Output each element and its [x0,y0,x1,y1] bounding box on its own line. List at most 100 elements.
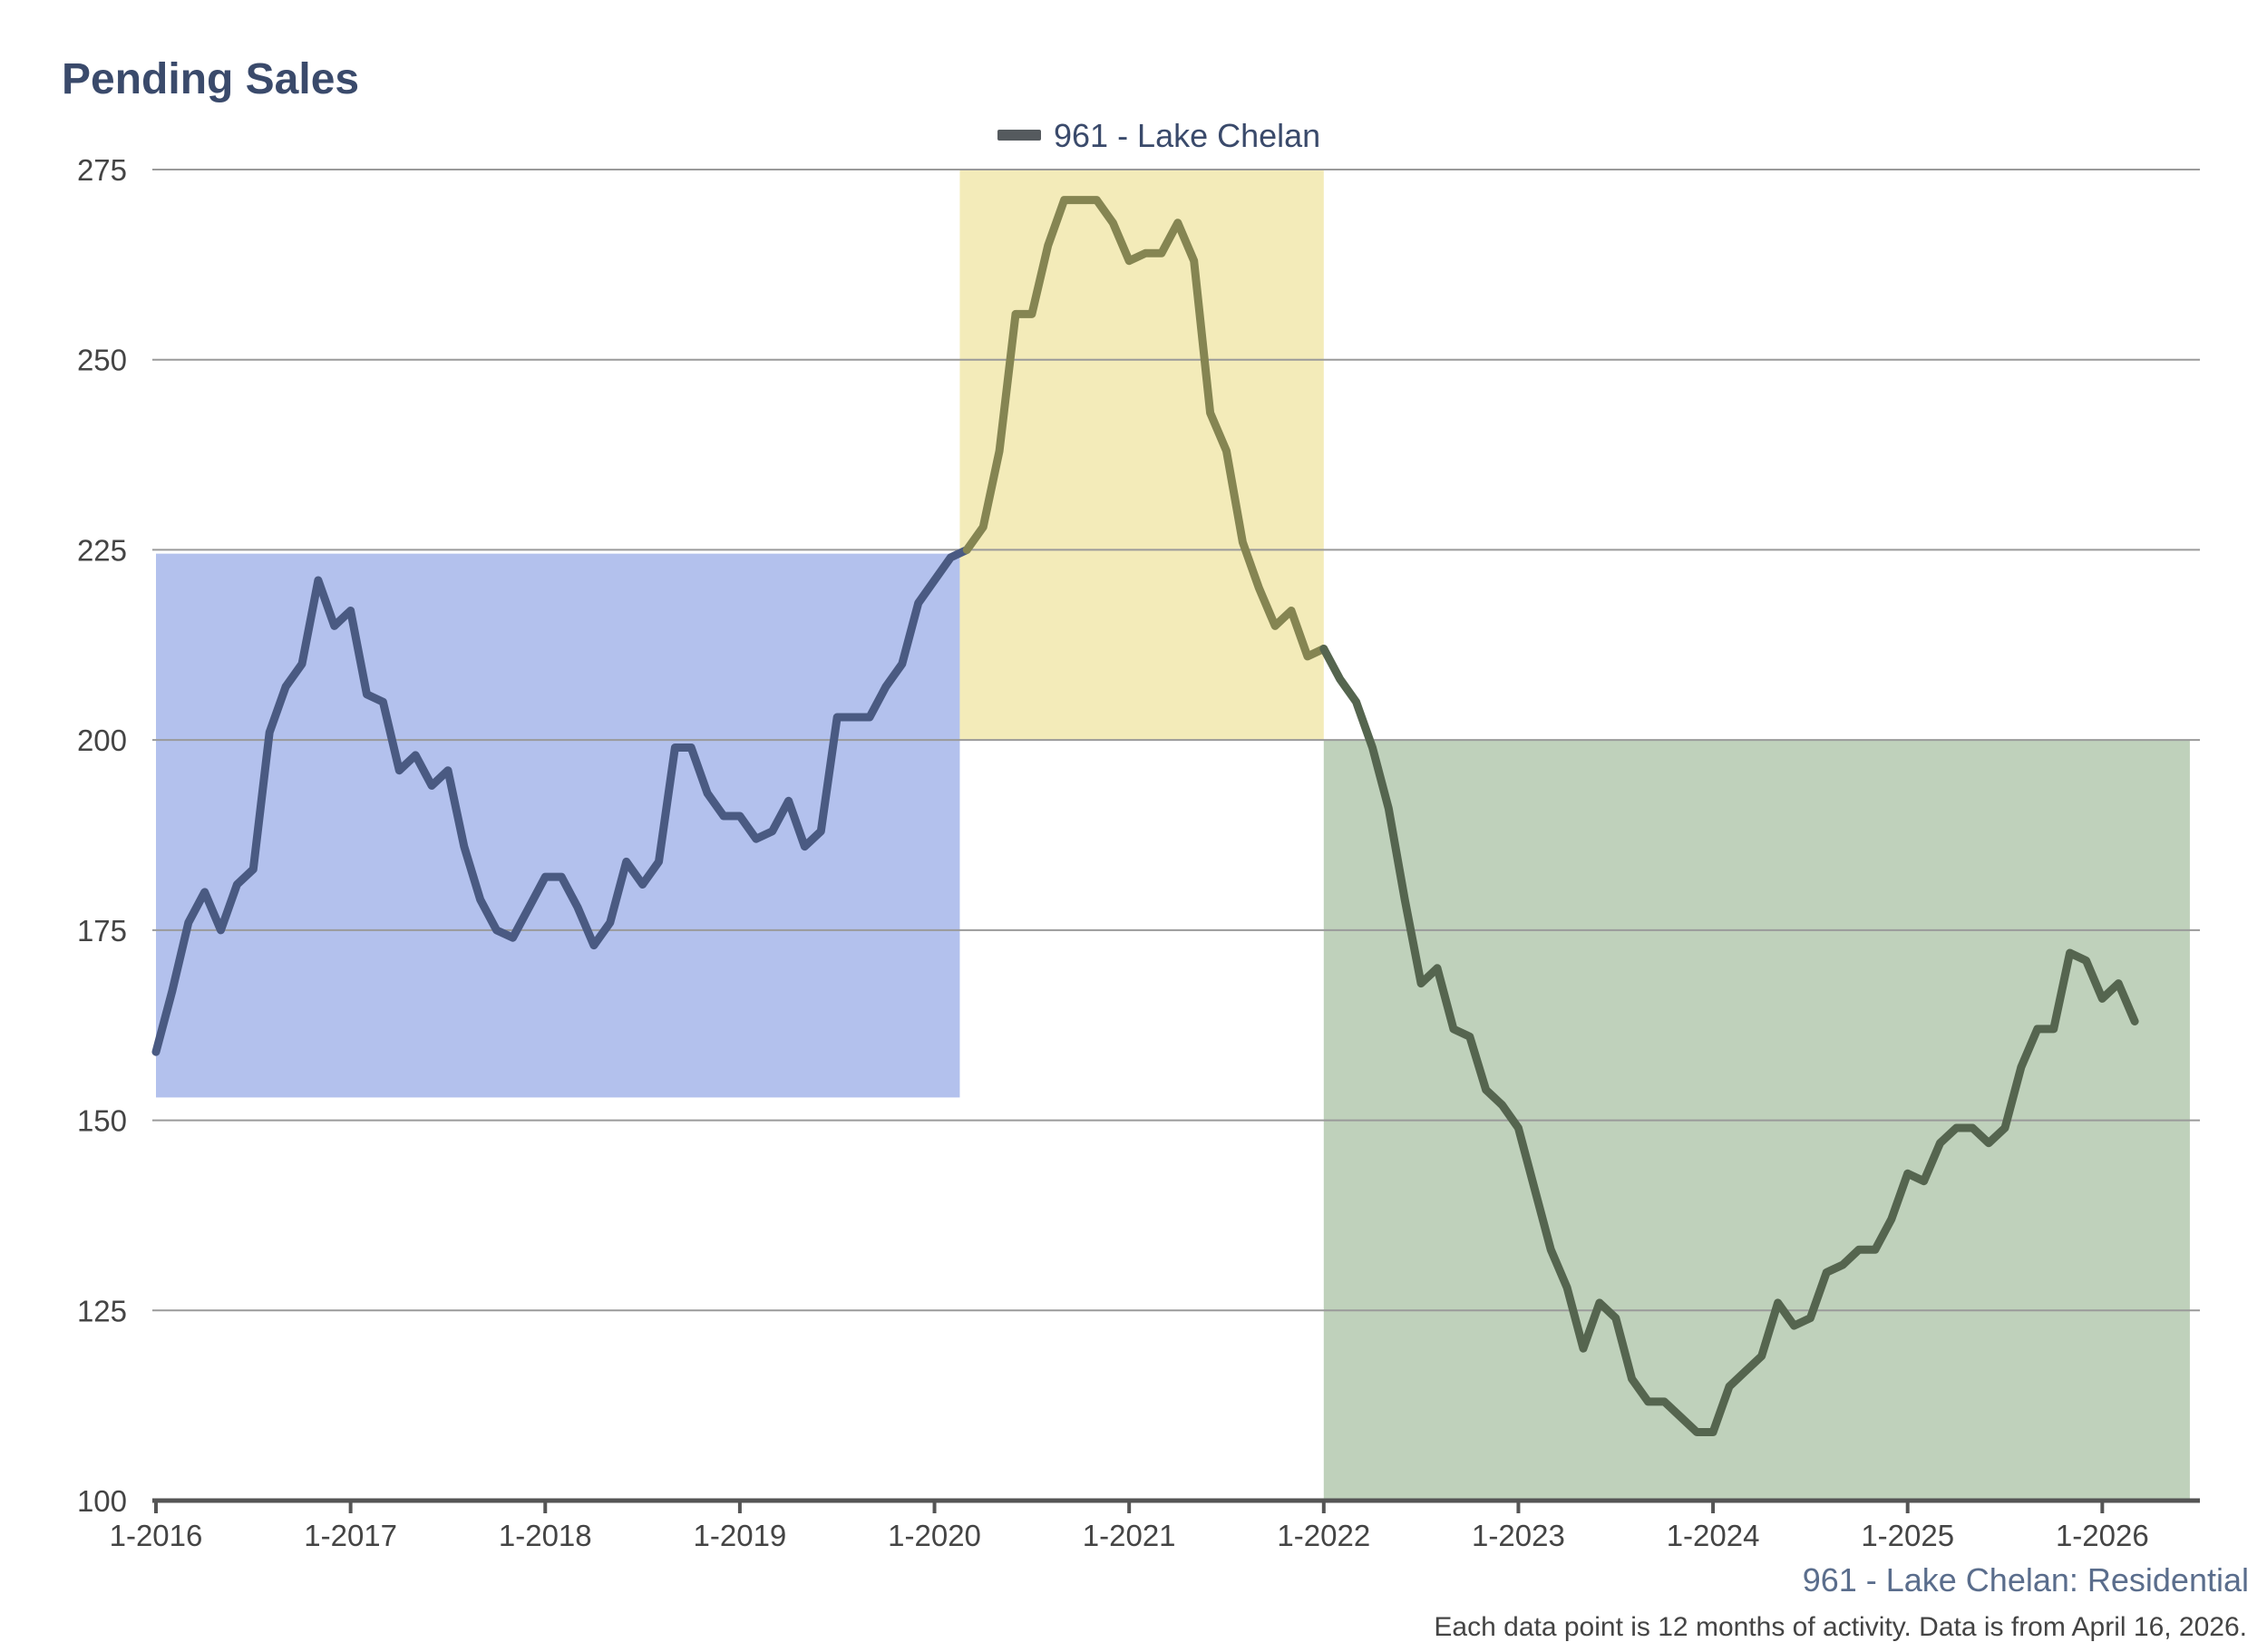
data-point[interactable] [1562,1283,1571,1292]
data-point[interactable] [914,598,923,607]
data-point[interactable] [1644,1397,1653,1406]
data-point[interactable] [1336,675,1345,684]
data-point[interactable] [411,751,420,760]
data-point[interactable] [1920,1177,1929,1186]
data-point[interactable] [1011,309,1020,318]
data-point[interactable] [557,872,566,881]
data-point[interactable] [1595,1298,1604,1307]
data-point[interactable] [995,446,1004,455]
data-point[interactable] [1400,895,1409,904]
data-point[interactable] [589,941,598,950]
data-point[interactable] [281,682,290,691]
data-point[interactable] [1676,1413,1685,1422]
data-point[interactable] [1611,1314,1620,1323]
data-point[interactable] [1319,645,1328,654]
data-point[interactable] [2033,1025,2042,1034]
data-point[interactable] [1482,1085,1491,1094]
data-point[interactable] [1433,964,1442,973]
data-point[interactable] [2082,956,2091,965]
data-point[interactable] [509,933,518,942]
data-point[interactable] [1887,1215,1896,1224]
data-point[interactable] [768,827,777,836]
data-point[interactable] [1692,1428,1701,1437]
data-point[interactable] [346,607,355,616]
data-point[interactable] [1790,1321,1799,1330]
data-point[interactable] [606,918,615,928]
data-point[interactable] [1060,196,1069,205]
data-point[interactable] [2000,1123,2009,1132]
data-point[interactable] [703,789,712,798]
data-point[interactable] [492,926,501,935]
data-point[interactable] [752,834,761,843]
data-point[interactable] [460,842,469,851]
data-point[interactable] [2017,1063,2026,1072]
data-point[interactable] [881,682,890,691]
data-point[interactable] [1903,1169,1912,1178]
data-point[interactable] [168,986,177,996]
data-point[interactable] [1822,1268,1831,1277]
data-point[interactable] [248,865,258,874]
data-point[interactable] [816,827,825,836]
data-point[interactable] [394,766,404,775]
data-point[interactable] [1076,196,1085,205]
data-point[interactable] [1984,1139,1993,1148]
data-point[interactable] [1287,607,1296,616]
data-point[interactable] [800,842,809,851]
data-point[interactable] [1530,1184,1539,1193]
data-point[interactable] [1270,621,1279,630]
data-point[interactable] [1449,1025,1458,1034]
data-point[interactable] [670,743,679,753]
data-point[interactable] [1659,1397,1669,1406]
data-point[interactable] [524,903,533,912]
data-point[interactable] [232,880,241,889]
data-point[interactable] [443,766,452,775]
data-point[interactable] [849,713,858,722]
data-point[interactable] [573,903,582,912]
data-point[interactable] [946,553,955,562]
data-point[interactable] [1416,979,1425,988]
data-point[interactable] [1027,309,1036,318]
data-point[interactable] [1384,804,1393,813]
data-point[interactable] [1871,1245,1880,1254]
data-point[interactable] [1741,1366,1750,1375]
data-point[interactable] [1368,743,1377,753]
data-point[interactable] [978,522,988,531]
data-point[interactable] [330,621,339,630]
data-point[interactable] [1838,1260,1847,1269]
legend[interactable]: 961 - Lake Chelan [997,117,1320,154]
data-point[interactable] [1725,1382,1734,1391]
data-point[interactable] [1951,1123,1961,1132]
data-point[interactable] [2114,979,2123,988]
data-point[interactable] [184,918,193,928]
data-point[interactable] [1044,241,1053,250]
data-point[interactable] [200,888,209,897]
data-point[interactable] [1774,1298,1783,1307]
data-point[interactable] [1108,219,1117,228]
data-point[interactable] [265,728,274,737]
data-point[interactable] [898,659,907,668]
data-point[interactable] [314,576,323,585]
data-point[interactable] [2130,1017,2139,1026]
data-point[interactable] [1708,1428,1717,1437]
data-point[interactable] [719,811,728,821]
data-point[interactable] [1303,652,1312,661]
data-point[interactable] [1513,1123,1523,1132]
data-point[interactable] [378,697,387,706]
data-point[interactable] [297,659,306,668]
data-point[interactable] [735,811,744,821]
data-point[interactable] [962,545,971,554]
data-point[interactable] [1498,1101,1507,1110]
data-point[interactable] [1579,1344,1588,1353]
data-point[interactable] [1805,1314,1815,1323]
data-point[interactable] [1092,196,1101,205]
data-point[interactable] [217,926,226,935]
data-point[interactable] [363,690,372,699]
data-point[interactable] [865,713,874,722]
data-point[interactable] [1936,1139,1945,1148]
data-point[interactable] [930,576,939,585]
data-point[interactable] [1206,408,1215,417]
data-point[interactable] [638,880,647,889]
data-point[interactable] [1854,1245,1863,1254]
data-point[interactable] [1968,1123,1977,1132]
data-point[interactable] [1628,1375,1637,1384]
